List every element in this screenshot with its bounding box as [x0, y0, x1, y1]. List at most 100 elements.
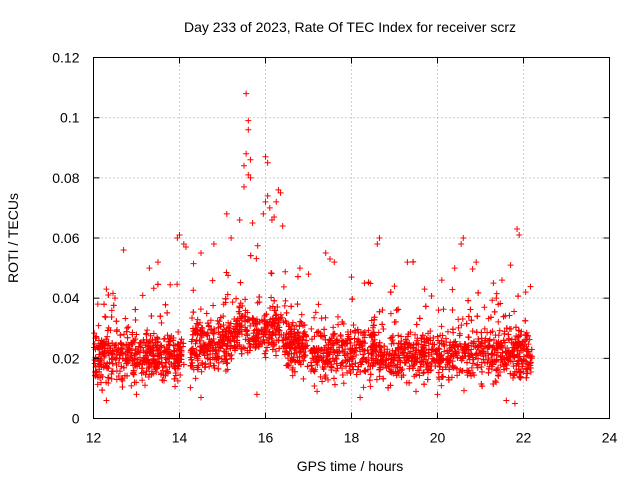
data-point — [188, 356, 195, 363]
data-point — [527, 364, 534, 371]
data-point — [357, 394, 364, 401]
data-point — [469, 354, 476, 361]
data-point — [335, 321, 342, 328]
data-point — [505, 331, 512, 338]
data-point — [496, 327, 503, 334]
data-point — [389, 333, 396, 340]
data-point — [418, 341, 425, 348]
data-point — [132, 306, 139, 313]
data-point — [517, 342, 524, 349]
data-point — [198, 324, 205, 331]
y-tick-label: 0 — [72, 411, 80, 427]
data-point — [255, 334, 262, 341]
data-point — [385, 384, 392, 391]
data-point — [117, 351, 124, 358]
data-point — [431, 357, 438, 364]
data-point — [342, 363, 349, 370]
data-point — [166, 350, 173, 357]
data-point — [145, 365, 152, 372]
data-point — [214, 353, 221, 360]
data-point — [235, 308, 242, 315]
data-point — [315, 345, 322, 352]
data-point — [290, 339, 297, 346]
data-point — [93, 368, 100, 375]
data-point — [360, 354, 367, 361]
data-point — [302, 345, 309, 352]
data-point — [460, 347, 467, 354]
data-point — [113, 318, 120, 325]
data-point — [249, 336, 256, 343]
data-point — [440, 357, 447, 364]
data-point — [439, 332, 446, 339]
data-point — [523, 374, 530, 381]
data-point — [272, 307, 279, 314]
data-point — [124, 372, 131, 379]
data-point — [330, 324, 337, 331]
data-point — [211, 340, 218, 347]
data-point — [227, 320, 234, 327]
data-point — [313, 359, 320, 366]
data-point — [164, 332, 171, 339]
data-point — [515, 353, 522, 360]
data-point — [289, 364, 296, 371]
data-point — [331, 358, 338, 365]
data-point — [451, 265, 458, 272]
data-point — [490, 336, 497, 343]
data-point — [172, 360, 179, 367]
data-point — [351, 335, 358, 342]
data-point — [224, 291, 231, 298]
data-point — [142, 353, 149, 360]
data-point — [188, 362, 195, 369]
data-point — [221, 348, 228, 355]
data-point — [359, 343, 366, 350]
data-point — [527, 283, 534, 290]
data-point — [450, 364, 457, 371]
data-point — [172, 342, 179, 349]
data-point — [91, 360, 98, 367]
data-point — [189, 325, 196, 332]
data-point — [327, 256, 333, 263]
data-point — [413, 388, 419, 395]
data-point — [507, 262, 514, 269]
data-point — [357, 329, 364, 336]
data-point — [129, 347, 136, 354]
data-point — [140, 369, 147, 376]
data-point — [424, 376, 431, 383]
data-point — [413, 371, 420, 378]
data-point — [463, 320, 470, 327]
data-point — [423, 362, 430, 369]
data-point — [164, 368, 171, 375]
data-point — [203, 310, 210, 317]
data-point — [489, 361, 496, 368]
data-point — [406, 379, 413, 386]
axis-ticks: 12 14 16 18 20 22 24 0 0.02 0.04 0.06 0.08 0.1 0.12 — [52, 50, 617, 446]
data-point — [292, 333, 299, 340]
data-point — [98, 379, 105, 386]
data-point — [259, 340, 266, 347]
data-point — [120, 364, 127, 371]
data-point — [275, 326, 282, 333]
data-point — [515, 327, 522, 334]
data-point — [469, 266, 476, 273]
data-point — [435, 369, 442, 376]
data-point — [168, 361, 175, 368]
data-point — [220, 358, 227, 365]
data-point — [368, 317, 375, 324]
data-point — [504, 344, 511, 351]
data-point — [515, 361, 522, 368]
data-point — [222, 368, 229, 375]
data-point — [315, 301, 322, 308]
data-point — [493, 343, 500, 350]
data-point — [312, 348, 319, 355]
data-point — [310, 367, 317, 374]
data-point — [128, 352, 135, 359]
data-point — [425, 337, 432, 344]
data-point — [145, 360, 152, 367]
data-point — [94, 374, 101, 381]
data-point — [280, 283, 287, 290]
data-point — [269, 332, 276, 339]
data-point — [231, 343, 238, 350]
data-point — [222, 295, 229, 302]
data-point — [211, 364, 218, 371]
data-point — [397, 348, 404, 355]
